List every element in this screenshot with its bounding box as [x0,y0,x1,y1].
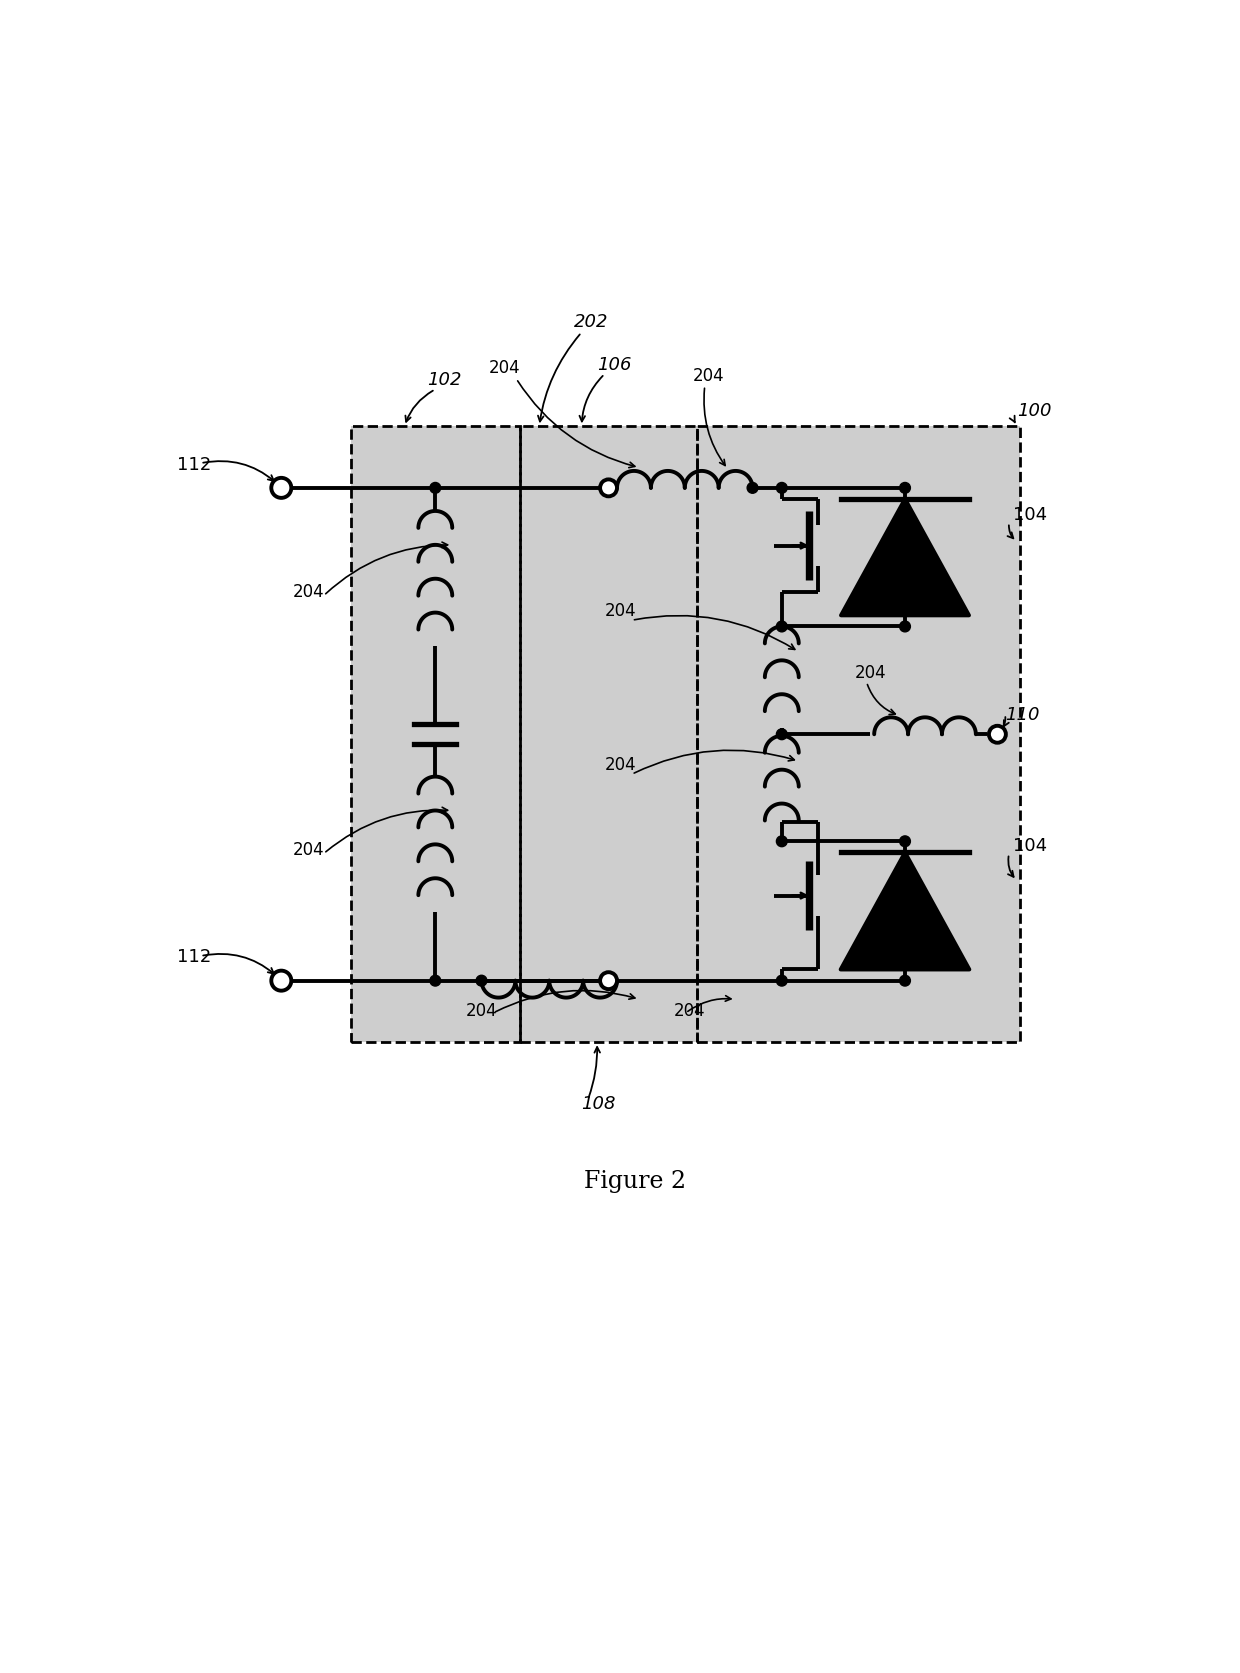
Circle shape [776,836,787,847]
Text: 204: 204 [693,366,725,385]
Circle shape [600,972,618,989]
Bar [520,427,697,1042]
Circle shape [776,622,787,632]
Text: 108: 108 [582,1094,616,1113]
Text: 202: 202 [574,313,609,331]
Circle shape [430,975,440,987]
Polygon shape [841,853,970,970]
Text: Figure 2: Figure 2 [584,1169,687,1193]
Circle shape [748,483,758,494]
Circle shape [600,480,618,497]
Circle shape [776,729,787,739]
Text: 204: 204 [466,1002,497,1021]
Text: 204: 204 [675,1002,706,1021]
Circle shape [776,975,787,987]
Circle shape [899,622,910,632]
Text: 204: 204 [293,840,325,858]
Text: 204: 204 [854,663,887,681]
Circle shape [899,836,910,847]
Circle shape [272,970,291,990]
Bar [697,427,1021,1042]
Text: 100: 100 [1017,402,1052,420]
Text: 204: 204 [490,360,521,376]
Text: 110: 110 [1006,706,1039,723]
Text: 112: 112 [177,949,212,965]
Circle shape [272,478,291,499]
Circle shape [899,483,910,494]
Bar [351,427,1021,1042]
Text: 106: 106 [596,355,631,373]
Text: 112: 112 [177,455,212,473]
Text: 102: 102 [428,371,463,388]
Circle shape [990,726,1006,743]
Text: 104: 104 [1013,836,1047,855]
Polygon shape [841,500,968,616]
Circle shape [430,483,440,494]
Circle shape [899,975,910,987]
Text: 204: 204 [605,602,636,619]
Text: 104: 104 [1013,505,1047,524]
Circle shape [776,483,787,494]
Bar [351,427,520,1042]
Text: 204: 204 [605,756,636,773]
Text: 204: 204 [293,582,325,601]
Circle shape [476,975,487,987]
